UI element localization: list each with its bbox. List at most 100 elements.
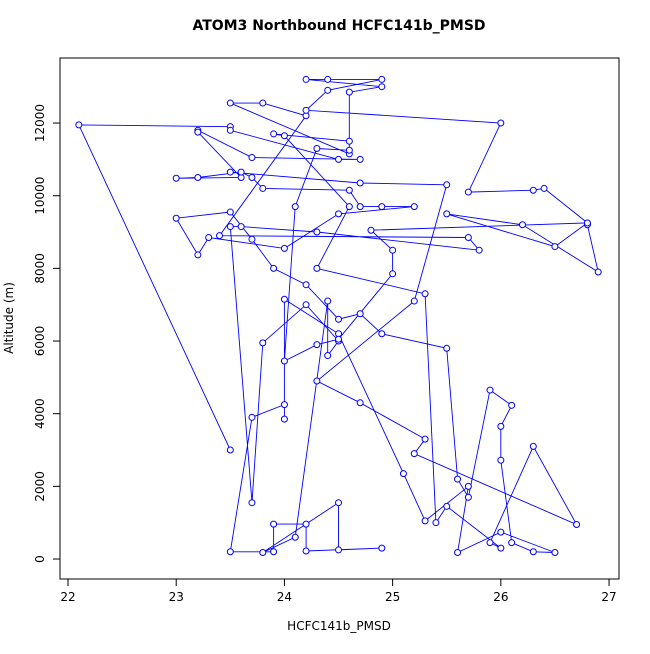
y-tick-label: 2000 (33, 471, 47, 502)
data-point (432, 519, 440, 527)
data-point (194, 174, 202, 182)
data-point (226, 446, 234, 454)
data-point (378, 544, 386, 552)
data-point (367, 226, 375, 234)
data-point (226, 168, 234, 176)
data-point (464, 233, 472, 241)
data-point (594, 268, 602, 276)
data-point (497, 422, 505, 430)
y-axis-label: Altitude (m) (2, 282, 16, 354)
data-point (345, 186, 353, 194)
data-point (356, 203, 364, 211)
data-point (324, 297, 332, 305)
data-point (335, 499, 343, 507)
data-point (313, 144, 321, 152)
x-tick-label: 23 (169, 590, 184, 604)
data-point (215, 232, 223, 240)
data-point (270, 264, 278, 272)
data-point (551, 243, 559, 251)
data-point (313, 341, 321, 349)
data-point (237, 168, 245, 176)
data-point (508, 401, 516, 409)
data-point (259, 548, 267, 556)
data-point (345, 137, 353, 145)
data-point (475, 246, 483, 254)
data-point (345, 146, 353, 154)
y-tick-label: 4000 (33, 398, 47, 429)
data-point (443, 344, 451, 352)
data-point (302, 281, 310, 289)
data-point (259, 99, 267, 107)
data-point (335, 210, 343, 218)
data-point (518, 221, 526, 229)
data-point (497, 544, 505, 552)
data-point (421, 290, 429, 298)
data-point (335, 315, 343, 323)
data-point (389, 246, 397, 254)
data-point (497, 528, 505, 536)
data-point (313, 228, 321, 236)
data-point (280, 132, 288, 140)
data-point (205, 233, 213, 241)
data-point (573, 521, 581, 529)
data-line (78, 78, 599, 554)
data-point (226, 223, 234, 231)
data-point (378, 83, 386, 91)
y-tick-label: 10000 (33, 177, 47, 215)
data-point (302, 520, 310, 528)
data-point (356, 399, 364, 407)
data-point (313, 264, 321, 272)
x-tick-label: 22 (60, 590, 75, 604)
data-point (464, 493, 472, 501)
data-point (324, 352, 332, 360)
data-point (259, 339, 267, 347)
data-point (226, 208, 234, 216)
data-point (172, 214, 180, 222)
data-point (335, 335, 343, 343)
data-point (302, 106, 310, 114)
y-tick-label: 12000 (33, 104, 47, 142)
data-point (421, 517, 429, 525)
data-point (508, 539, 516, 547)
data-point (280, 401, 288, 409)
x-tick-label: 26 (493, 590, 508, 604)
data-point (345, 203, 353, 211)
data-point (551, 548, 559, 556)
data-point (270, 548, 278, 556)
data-point (378, 203, 386, 211)
data-point (194, 251, 202, 259)
data-point (280, 415, 288, 423)
y-tick-label: 0 (33, 555, 47, 563)
y-tick-label: 8000 (33, 253, 47, 284)
data-point (356, 155, 364, 163)
data-point (497, 119, 505, 127)
data-point (529, 186, 537, 194)
data-point (464, 482, 472, 490)
data-point (410, 203, 418, 211)
data-point (443, 181, 451, 189)
data-point (280, 244, 288, 252)
data-point (583, 219, 591, 227)
data-point (313, 377, 321, 385)
data-point (335, 546, 343, 554)
data-point (259, 184, 267, 192)
data-point (356, 310, 364, 318)
x-tick-label: 27 (601, 590, 616, 604)
data-point (345, 88, 353, 96)
data-point (389, 270, 397, 278)
data-point (497, 456, 505, 464)
data-point (270, 520, 278, 528)
data-point (226, 126, 234, 134)
data-point (291, 203, 299, 211)
data-point (248, 413, 256, 421)
data-point (248, 174, 256, 182)
data-point (270, 130, 278, 138)
data-point (324, 86, 332, 94)
data-point (302, 301, 310, 309)
data-point (280, 295, 288, 303)
data-point (248, 154, 256, 162)
data-point (540, 184, 548, 192)
data-point (335, 155, 343, 163)
x-axis-label: HCFC141b_PMSD (287, 619, 391, 633)
data-point (302, 75, 310, 83)
